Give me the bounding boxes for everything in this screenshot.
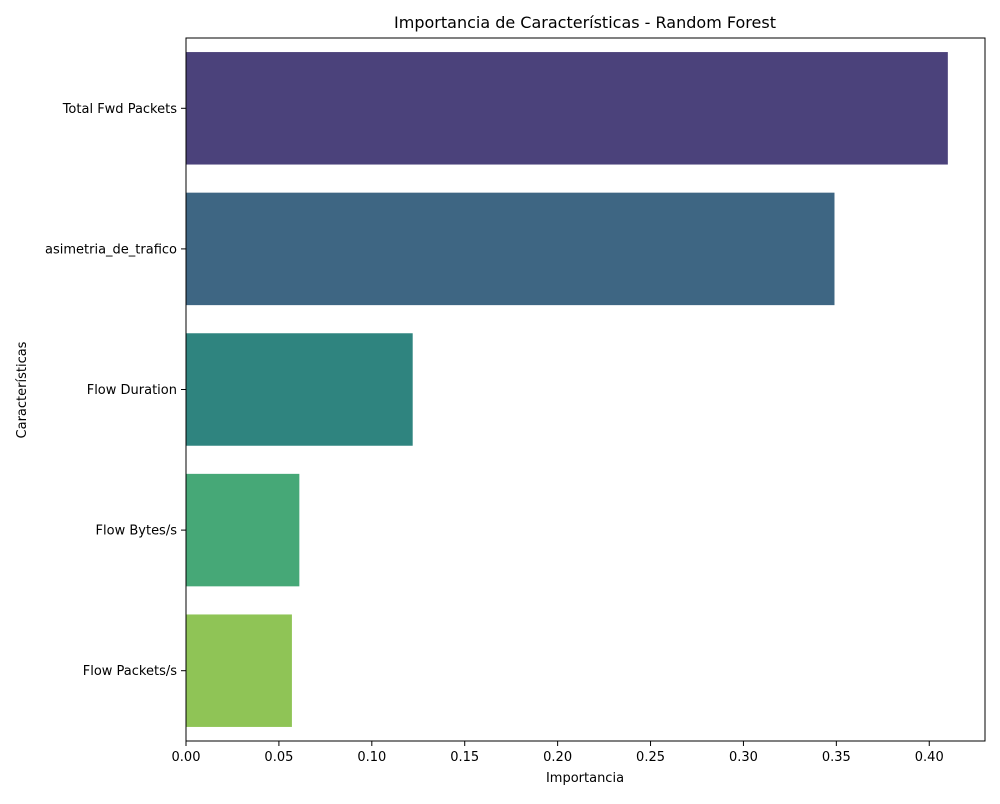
x-tick-label: 0.20 [543, 750, 572, 765]
bar [186, 52, 948, 165]
x-tick-label: 0.40 [915, 750, 944, 765]
x-axis-ticks: 0.00 0.05 0.10 0.15 0.20 0.25 0.30 0.35 0.40 [172, 741, 944, 765]
y-tick-label: Flow Duration [87, 383, 177, 398]
y-tick-label: Flow Bytes/s [96, 524, 178, 539]
y-tick-label: Total Fwd Packets [62, 102, 178, 117]
x-tick-label: 0.25 [636, 750, 665, 765]
chart-title: Importancia de Características - Random … [394, 13, 776, 32]
x-tick-label: 0.00 [172, 750, 201, 765]
x-tick-label: 0.35 [822, 750, 851, 765]
axes-frame [185, 37, 986, 742]
bar [186, 192, 835, 306]
bars-group [186, 52, 948, 727]
x-tick-label: 0.10 [357, 750, 386, 765]
x-axis-label: Importancia [546, 771, 624, 786]
bar [186, 473, 300, 587]
y-tick-label: Flow Packets/s [83, 664, 177, 679]
x-tick-label: 0.15 [450, 750, 479, 765]
x-tick-label: 0.30 [729, 750, 758, 765]
bar [186, 614, 292, 727]
bar [186, 333, 413, 446]
y-tick-label: asimetria_de_trafico [45, 242, 177, 257]
plot-frame [185, 37, 986, 742]
y-axis-label: Características [15, 341, 30, 438]
x-tick-label: 0.05 [264, 750, 293, 765]
y-axis-ticks: Total Fwd Packets asimetria_de_trafico Flo… [45, 102, 186, 679]
